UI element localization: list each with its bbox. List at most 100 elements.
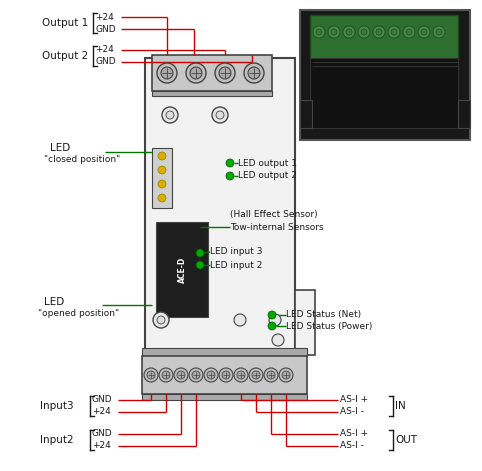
Circle shape bbox=[264, 368, 278, 382]
Bar bbox=[295, 290, 315, 355]
Circle shape bbox=[234, 368, 248, 382]
Circle shape bbox=[204, 368, 218, 382]
Circle shape bbox=[328, 26, 340, 38]
Text: LED output 1: LED output 1 bbox=[238, 159, 297, 168]
Circle shape bbox=[358, 26, 370, 38]
Circle shape bbox=[268, 311, 276, 319]
Text: GND: GND bbox=[95, 57, 116, 66]
Text: LED: LED bbox=[50, 143, 70, 153]
Circle shape bbox=[279, 368, 293, 382]
Circle shape bbox=[282, 371, 290, 379]
Circle shape bbox=[267, 371, 275, 379]
Text: AS-I -: AS-I - bbox=[340, 441, 364, 450]
Circle shape bbox=[252, 371, 260, 379]
Bar bbox=[300, 10, 470, 140]
Text: LED Status (Net): LED Status (Net) bbox=[286, 310, 361, 319]
Circle shape bbox=[244, 63, 264, 83]
Circle shape bbox=[433, 26, 445, 38]
Circle shape bbox=[161, 67, 173, 79]
Text: +24: +24 bbox=[95, 46, 114, 55]
Circle shape bbox=[196, 261, 204, 269]
Bar bbox=[152, 55, 272, 91]
Bar bbox=[300, 100, 312, 128]
Circle shape bbox=[159, 368, 173, 382]
Circle shape bbox=[207, 371, 215, 379]
Bar bbox=[310, 58, 458, 128]
Circle shape bbox=[269, 314, 281, 326]
Circle shape bbox=[162, 371, 170, 379]
Circle shape bbox=[268, 322, 276, 330]
Text: "closed position": "closed position" bbox=[44, 155, 120, 164]
Text: IN: IN bbox=[395, 401, 406, 411]
Text: (Hall Effect Sensor): (Hall Effect Sensor) bbox=[230, 211, 318, 219]
Circle shape bbox=[391, 29, 397, 35]
Circle shape bbox=[177, 371, 185, 379]
Circle shape bbox=[406, 29, 412, 35]
Circle shape bbox=[226, 172, 234, 180]
Circle shape bbox=[219, 67, 231, 79]
Circle shape bbox=[316, 29, 322, 35]
Circle shape bbox=[158, 194, 166, 202]
Text: AS-I +: AS-I + bbox=[340, 396, 368, 405]
Bar bbox=[156, 222, 208, 317]
Circle shape bbox=[158, 180, 166, 188]
Bar bbox=[152, 148, 172, 208]
Circle shape bbox=[157, 316, 165, 324]
Text: Input3: Input3 bbox=[40, 401, 74, 411]
Bar bbox=[142, 348, 307, 356]
Bar bbox=[142, 356, 307, 394]
Circle shape bbox=[237, 371, 245, 379]
Circle shape bbox=[388, 26, 400, 38]
Circle shape bbox=[212, 107, 228, 123]
Circle shape bbox=[343, 26, 355, 38]
Circle shape bbox=[346, 29, 352, 35]
Text: "opened position": "opened position" bbox=[38, 309, 119, 318]
Circle shape bbox=[272, 334, 284, 346]
Circle shape bbox=[313, 26, 325, 38]
Circle shape bbox=[186, 63, 206, 83]
Bar bbox=[310, 15, 458, 60]
Text: LED: LED bbox=[44, 297, 64, 307]
Circle shape bbox=[144, 368, 158, 382]
Text: Input2: Input2 bbox=[40, 435, 74, 445]
Circle shape bbox=[215, 63, 235, 83]
Text: LED Status (Power): LED Status (Power) bbox=[286, 322, 373, 331]
Text: GND: GND bbox=[95, 24, 116, 33]
Text: Output 1: Output 1 bbox=[42, 18, 88, 28]
Bar bbox=[458, 100, 470, 128]
Circle shape bbox=[249, 368, 263, 382]
Text: ACE-D: ACE-D bbox=[177, 256, 187, 283]
Text: AS-I -: AS-I - bbox=[340, 407, 364, 416]
Circle shape bbox=[158, 152, 166, 160]
Circle shape bbox=[196, 249, 204, 257]
Circle shape bbox=[436, 29, 442, 35]
Circle shape bbox=[189, 368, 203, 382]
Circle shape bbox=[147, 371, 155, 379]
Circle shape bbox=[190, 67, 202, 79]
Text: +24: +24 bbox=[92, 407, 111, 416]
Circle shape bbox=[234, 314, 246, 326]
Circle shape bbox=[376, 29, 382, 35]
Text: +24: +24 bbox=[92, 441, 111, 450]
Text: LED output 2: LED output 2 bbox=[238, 171, 297, 180]
Circle shape bbox=[361, 29, 367, 35]
Bar bbox=[142, 394, 307, 400]
Circle shape bbox=[192, 371, 200, 379]
Text: GND: GND bbox=[92, 396, 113, 405]
Text: LED input 3: LED input 3 bbox=[210, 247, 263, 257]
Text: Output 2: Output 2 bbox=[42, 51, 88, 61]
Text: AS-I +: AS-I + bbox=[340, 430, 368, 439]
Circle shape bbox=[174, 368, 188, 382]
Text: OUT: OUT bbox=[395, 435, 417, 445]
Text: Tow-internal Sensors: Tow-internal Sensors bbox=[230, 222, 323, 232]
Circle shape bbox=[157, 63, 177, 83]
Circle shape bbox=[421, 29, 427, 35]
Circle shape bbox=[373, 26, 385, 38]
Circle shape bbox=[153, 312, 169, 328]
Bar bbox=[145, 58, 295, 355]
Circle shape bbox=[226, 159, 234, 167]
Bar bbox=[152, 91, 272, 96]
Text: GND: GND bbox=[92, 430, 113, 439]
Circle shape bbox=[222, 371, 230, 379]
Circle shape bbox=[166, 111, 174, 119]
